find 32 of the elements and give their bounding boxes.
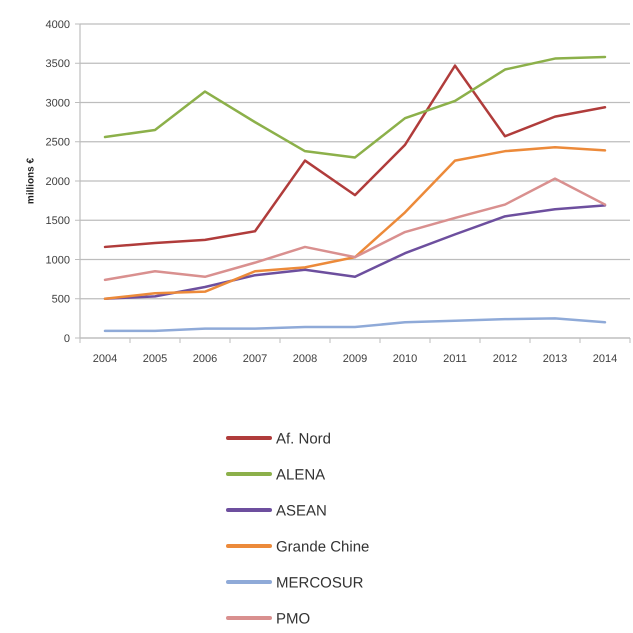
y-tick-label: 3000 (46, 97, 70, 110)
line-series (104, 177, 606, 282)
x-tick-label: 2012 (492, 352, 518, 365)
x-tick-label: 2014 (592, 352, 618, 365)
x-tick-label: 2008 (292, 352, 318, 365)
x-tick-label: 2009 (342, 352, 368, 365)
x-tick-label: 2004 (92, 352, 118, 365)
x-tick-label: 2010 (392, 352, 418, 365)
x-tick-label: 2013 (542, 352, 568, 365)
y-tick-label: 4000 (46, 18, 70, 31)
legend-label: ASEAN (276, 502, 327, 520)
line-series (104, 56, 606, 159)
y-tick-label: 1000 (46, 254, 70, 266)
x-tick-label: 2011 (443, 352, 467, 365)
x-tick-label: 2006 (192, 352, 218, 365)
y-tick-label: 1500 (46, 215, 70, 228)
legend-label: Af. Nord (276, 430, 332, 448)
y-axis-title: millions € (26, 158, 36, 204)
y-tick-label: 500 (52, 294, 70, 306)
x-tick-label: 2007 (242, 352, 268, 365)
y-tick-label: 2000 (46, 176, 70, 188)
line-series (104, 317, 606, 332)
line-series (104, 64, 606, 248)
legend-label: ALENA (276, 466, 326, 484)
y-tick-label: 0 (64, 332, 70, 345)
y-tick-label: 2500 (46, 136, 70, 149)
legend-label: Grande Chine (276, 538, 370, 556)
legend-label: MERCOSUR (276, 574, 364, 592)
y-tick-label: 3500 (46, 58, 70, 70)
x-tick-label: 2005 (142, 352, 168, 365)
legend-label: PMO (276, 610, 310, 628)
line-series (104, 146, 606, 300)
